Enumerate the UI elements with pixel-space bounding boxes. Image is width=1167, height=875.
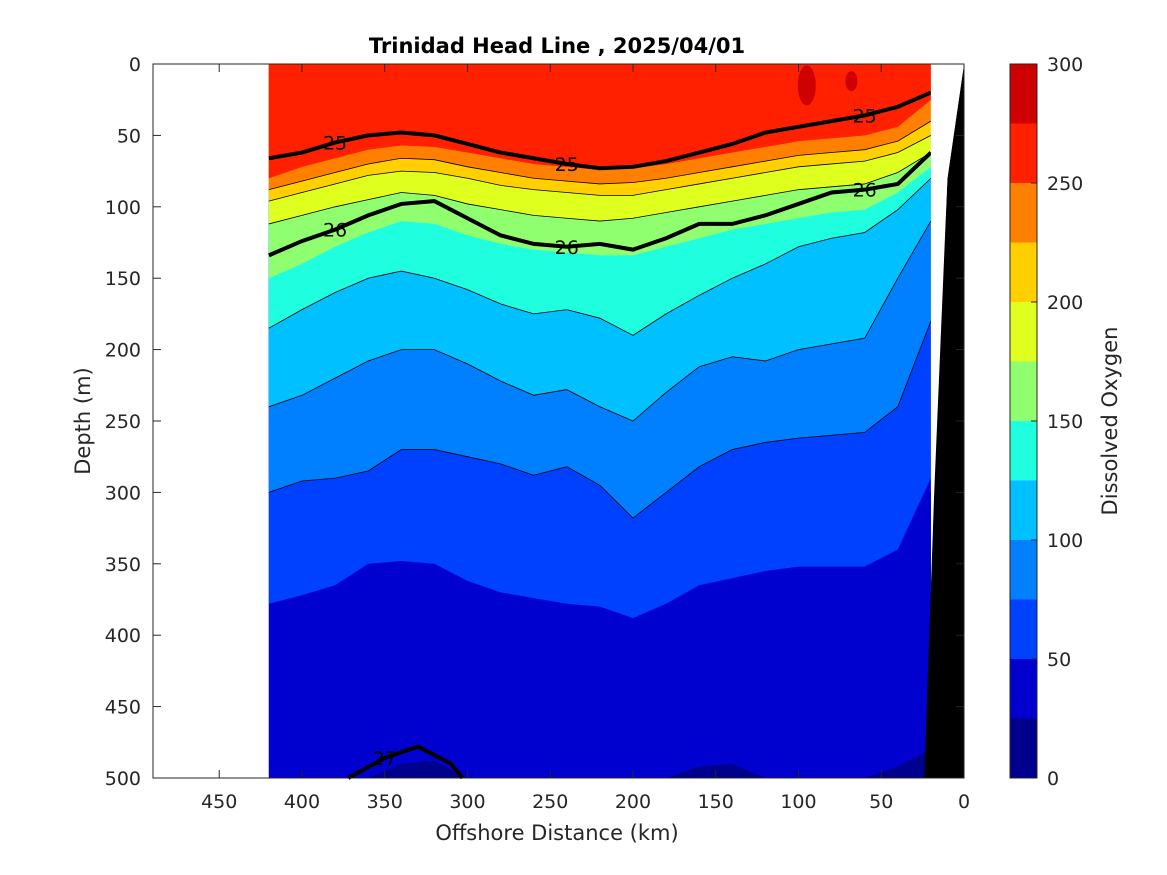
x-tick-label: 100 [780,791,816,813]
colorbar-tick-label: 200 [1047,292,1083,314]
colorbar-swatch [1010,718,1037,778]
contour-label: 26 [323,220,347,242]
x-tick-label: 0 [958,791,970,813]
x-tick-label: 200 [615,791,651,813]
thin-contour-level_100 [268,220,932,422]
axes: 450 400 350 300 250 200 150 100 50 00501001502002… [105,54,970,813]
land-mask [924,64,964,778]
colorbar-swatch [1010,659,1037,719]
x-tick-label: 250 [532,791,568,813]
y-tick-label: 100 [105,197,141,219]
x-tick-label: 450 [201,791,237,813]
y-axis-label: Depth (m) [71,367,95,474]
colorbar-tick-label: 250 [1047,173,1083,195]
x-tick-label: 400 [284,791,320,813]
density-contours: 25 25 25 26 26 26 27 [268,90,933,780]
y-tick-label: 200 [105,340,141,362]
colorbar-swatch [1010,183,1037,243]
y-tick-label: 350 [105,554,141,576]
colorbar-tick-label: 0 [1047,768,1059,790]
colorbar-swatch [1010,480,1037,540]
colorbar: 0 50 100 150 200 250 300 [1009,54,1083,790]
oxygen-bands [268,64,931,778]
colorbar-label: Dissolved Oxygen [1098,327,1122,516]
contour-label: 25 [323,133,347,155]
colorbar-tick-label: 300 [1047,54,1083,76]
y-tick-label: 50 [117,125,141,147]
y-tick-label: 400 [105,625,141,647]
density-contour-26 [268,151,933,258]
colorbar-swatch [1010,64,1037,124]
colorbar-swatch [1010,123,1037,183]
y-tick-label: 300 [105,482,141,504]
colorbar-tick-label: 100 [1047,530,1083,552]
density-contour-27 [347,744,465,780]
y-tick-label: 0 [129,54,141,76]
y-tick-label: 250 [105,411,141,433]
thin-contour-level_175 [268,152,932,225]
thin-contour-level_200 [268,135,932,202]
contour-label: 26 [555,237,579,259]
y-tick-label: 150 [105,268,141,290]
x-tick-label: 300 [449,791,485,813]
plot-area: 25 25 25 26 26 26 27 [268,64,964,780]
colorbar-swatch [1010,361,1037,421]
thin-contour-level_225 [268,120,932,191]
contour-label: 27 [373,748,397,770]
no-data-gap [930,64,964,493]
y-tick-label: 500 [105,768,141,790]
colorbar-swatch [1010,242,1037,302]
colorbar-swatch [1010,421,1037,481]
x-axis-label: Offshore Distance (km) [435,821,678,845]
colorbar-tick-label: 50 [1047,649,1071,671]
thin-contour-level_75 [268,320,932,519]
colorbar-swatch [1010,599,1037,659]
thin-contour-level_125 [268,177,932,336]
band-250-275 [268,64,931,179]
thin-contours [268,120,932,519]
contour-label: 25 [555,154,579,176]
band-275-300-patch [797,65,816,106]
colorbar-swatch [1010,302,1037,362]
colorbar-swatch [1010,540,1037,600]
x-tick-label: 350 [367,791,403,813]
x-tick-label: 150 [698,791,734,813]
y-tick-label: 450 [105,697,141,719]
band-275-300-patch [845,71,858,92]
colorbar-tick-label: 150 [1047,411,1083,433]
contour-label: 26 [853,180,877,202]
chart-title: Trinidad Head Line , 2025/04/01 [369,34,745,58]
contour-label: 25 [853,105,877,127]
x-tick-label: 50 [869,791,893,813]
density-contour-25 [268,90,932,171]
